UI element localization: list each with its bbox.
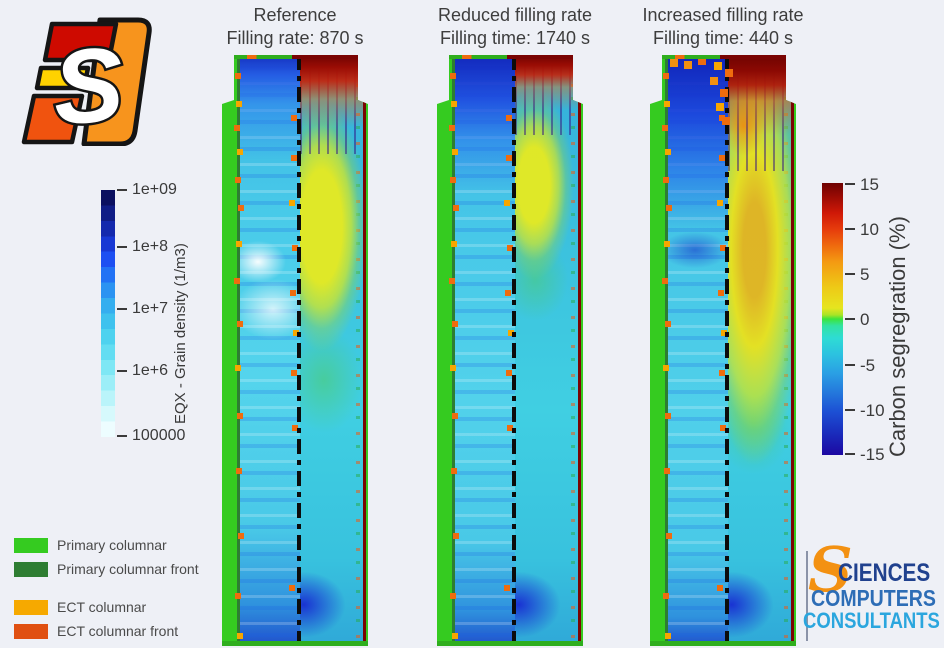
- grain-density-tick: [117, 370, 127, 372]
- segregation-tick: [845, 453, 855, 455]
- thercast-logo-orangered-block: [21, 93, 85, 145]
- legend-row: Primary columnar front: [14, 561, 199, 577]
- legend-label: ECT columnar front: [57, 623, 179, 639]
- panel-top-band: [662, 55, 794, 59]
- carbon-segregation-field: [300, 55, 366, 646]
- panel-title-line: Reference: [253, 5, 337, 25]
- heatmap-panel-increased: [650, 55, 796, 646]
- panel-title-reduced: Reduced filling rate Filling time: 1740 …: [395, 4, 635, 50]
- ect-columnar-specks: [663, 73, 669, 79]
- grain-density-tick-label: 1e+7: [132, 300, 169, 317]
- thercast-logo: S: [21, 17, 152, 146]
- grain-density-field: [237, 55, 300, 646]
- ect-columnar-specks-axis: [291, 115, 297, 121]
- carbon-segregation-field: [515, 55, 581, 646]
- panel-top-band: [234, 55, 366, 59]
- segregation-tick: [845, 228, 855, 230]
- ect-columnar-specks-axis: [506, 115, 512, 121]
- symmetry-axis-line: [512, 55, 516, 646]
- panel-subtitle-line: Filling rate: 870 s: [226, 28, 364, 48]
- grain-density-tick: [117, 246, 127, 248]
- thercast-logo-red-block: [42, 21, 119, 63]
- zone-legend: Primary columnar Primary columnar front …: [14, 537, 199, 647]
- panel-top-band: [449, 55, 581, 59]
- panel-title-line: Increased filling rate: [642, 5, 804, 25]
- segregation-tick-label: 5: [860, 265, 870, 284]
- grain-density-tick-label: 1e+6: [132, 362, 169, 379]
- legend-label: Primary columnar: [57, 537, 167, 553]
- legend-label: Primary columnar front: [57, 561, 199, 577]
- grain-density-tick-label: 1e+8: [132, 238, 169, 255]
- panel-subtitle-line: Filling time: 1740 s: [439, 28, 591, 48]
- segregation-colorbar: [822, 183, 843, 455]
- ect-columnar-specks: [450, 73, 456, 79]
- scc-logo-sciences: CIENCES: [838, 559, 931, 587]
- segregation-tick-label: -15: [860, 445, 885, 464]
- grain-density-tick-label: 100000: [132, 427, 186, 444]
- thercast-logo-s-letter: S: [49, 26, 127, 146]
- grain-density-field: [665, 55, 728, 646]
- legend-row: ECT columnar front: [14, 623, 199, 639]
- carbon-segregation-field: [728, 55, 794, 646]
- scc-logo: S CIENCES COMPUTERS CONSULTANTS: [800, 539, 942, 645]
- segregation-tick-label: 0: [860, 310, 870, 329]
- segregation-tick-label: -10: [860, 401, 885, 420]
- segregation-tick-label: 10: [860, 220, 879, 239]
- thercast-logo-yellow-stripe: [34, 65, 91, 91]
- panel-title-line: Reduced filling rate: [437, 5, 593, 25]
- segregation-axis-label: Carbon segregration (%): [885, 216, 910, 457]
- ect-columnar-specks-axis: [719, 115, 725, 121]
- grain-density-tick: [117, 189, 127, 191]
- primary-columnar-front-swatch: [14, 561, 48, 577]
- grain-density-tick: [117, 308, 127, 310]
- scc-logo-computers: COMPUTERS: [811, 585, 936, 611]
- panel-title-reference: Reference Filling rate: 870 s: [175, 4, 415, 50]
- ect-columnar-swatch: [14, 599, 48, 615]
- ect-columnar-front-swatch: [14, 623, 48, 639]
- segregation-tick: [845, 318, 855, 320]
- scc-logo-consultants: CONSULTANTS: [803, 608, 940, 633]
- panel-bottom-strip: [650, 641, 796, 646]
- scc-logo-s-letter: S: [808, 533, 853, 606]
- primary-columnar-swatch: [14, 537, 48, 553]
- segregation-tick: [845, 409, 855, 411]
- ect-columnar-top-cluster: [670, 59, 678, 67]
- symmetry-axis-line: [725, 55, 729, 646]
- legend-row: Primary columnar: [14, 537, 199, 553]
- symmetry-axis-line: [297, 55, 301, 646]
- segregation-tick-label: 15: [860, 175, 879, 194]
- ect-columnar-specks: [235, 73, 241, 79]
- grain-density-axis-label: EQX - Grain density (1/m3): [172, 243, 189, 424]
- heatmap-panel-reference: [222, 55, 368, 646]
- panel-subtitle-line: Filling time: 440 s: [652, 28, 794, 48]
- scc-logo-divider: [806, 551, 808, 641]
- segregation-tick: [845, 183, 855, 185]
- grain-density-tick-label: 1e+09: [132, 181, 177, 198]
- panel-bottom-strip: [437, 641, 583, 646]
- panel-title-increased: Increased filling rate Filling time: 440…: [603, 4, 843, 50]
- panel-bottom-strip: [222, 641, 368, 646]
- segregation-tick-label: -5: [860, 356, 876, 375]
- legend-row: ECT columnar: [14, 599, 199, 615]
- segregation-tick: [845, 364, 855, 366]
- heatmap-panel-reduced: [437, 55, 583, 646]
- grain-density-tick: [117, 435, 127, 437]
- grain-density-field: [452, 55, 515, 646]
- segregation-tick: [845, 273, 855, 275]
- legend-label: ECT columnar: [57, 599, 147, 615]
- grain-density-colorbar: [101, 190, 115, 437]
